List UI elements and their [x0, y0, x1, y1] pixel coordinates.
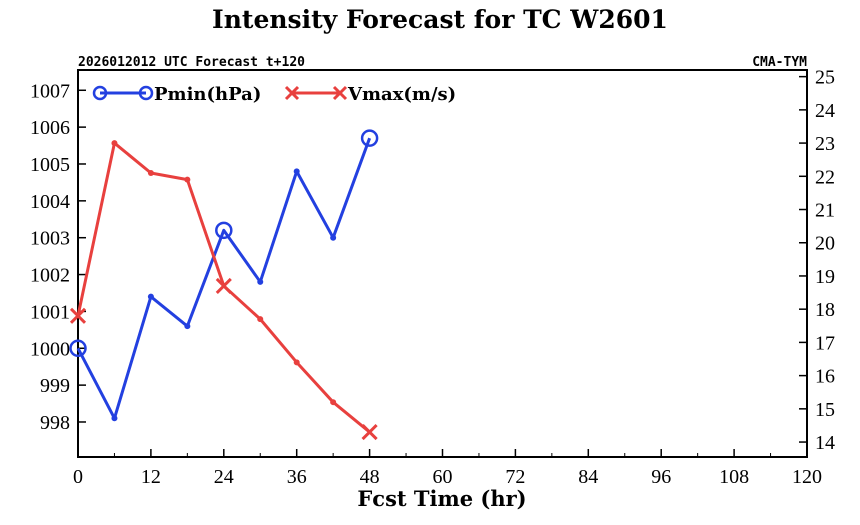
- vmax-point: [184, 176, 191, 183]
- right-y-axis: 14 15 16 17 18 19 20 21 22 23 24 25: [799, 67, 835, 454]
- x-tick-label: 60: [433, 466, 453, 488]
- left-tick-label: 998: [40, 412, 70, 434]
- pmin-marker: [69, 339, 87, 358]
- x-tick-label: 84: [578, 466, 598, 488]
- legend: Pmin(hPa) Vmax(m/s): [92, 84, 456, 105]
- pmin-point: [257, 278, 264, 285]
- x-tick-label: 0: [73, 466, 83, 488]
- left-tick-label: 999: [40, 375, 70, 397]
- right-tick-label: 23: [815, 133, 835, 155]
- vmax-point: [257, 316, 264, 323]
- vmax-point: [111, 140, 118, 147]
- x-axis-label: Fcst Time (hr): [357, 486, 526, 511]
- right-tick-label: 17: [815, 332, 835, 354]
- x-tick-label: 36: [287, 466, 307, 488]
- right-tick-label: 25: [815, 67, 835, 89]
- series-line-pmin: [76, 137, 372, 420]
- right-tick-label: 19: [815, 266, 835, 288]
- legend-pmin-label: Pmin(hPa): [154, 84, 261, 105]
- left-tick-label: 1000: [30, 338, 70, 360]
- right-tick-label: 24: [815, 100, 835, 122]
- legend-vmax-label: Vmax(m/s): [347, 84, 456, 105]
- chart-subtitle-left: 2026012012 UTC Forecast t+120: [78, 55, 305, 70]
- vmax-point: [147, 169, 154, 176]
- right-tick-label: 22: [815, 166, 835, 188]
- vmax-marker: [69, 307, 87, 324]
- legend-pmin-marker-right: [138, 85, 154, 101]
- pmin-marker: [360, 129, 379, 147]
- chart-subtitle-right: CMA-TYM: [752, 55, 807, 70]
- pmin-marker: [215, 221, 233, 240]
- right-tick-label: 20: [815, 233, 835, 255]
- pmin-point: [184, 323, 191, 330]
- right-tick-label: 14: [815, 432, 835, 454]
- x-tick-label: 12: [141, 466, 161, 488]
- pmin-point: [330, 234, 337, 241]
- left-tick-label: 1006: [30, 117, 70, 139]
- x-tick-label: 108: [719, 466, 749, 488]
- legend-vmax-marker-right: [332, 85, 348, 101]
- left-tick-label: 1001: [30, 301, 70, 323]
- x-tick-label: 120: [792, 466, 822, 488]
- x-tick-label: 72: [505, 466, 525, 488]
- left-tick-label: 1007: [30, 80, 70, 102]
- left-tick-label: 1005: [30, 154, 70, 176]
- x-axis: 0 12 24 36 48 60 72 84 96 108 120: [73, 449, 822, 488]
- pmin-point: [111, 415, 118, 422]
- left-y-axis: 998 999 1000 1001 1002 1003 1004 1005 1006 1007: [30, 80, 86, 434]
- legend-vmax-marker-left: [284, 85, 300, 101]
- vmax-marker: [361, 424, 378, 441]
- pmin-point: [293, 168, 300, 175]
- pmin-point: [147, 293, 154, 300]
- left-tick-label: 1002: [30, 265, 70, 287]
- series-layer: [69, 129, 379, 441]
- x-tick-label: 96: [651, 466, 671, 488]
- right-tick-label: 21: [815, 200, 835, 222]
- plot-frame: [77, 69, 808, 458]
- left-tick-label: 1003: [30, 228, 70, 250]
- legend-pmin-marker-left: [92, 85, 108, 101]
- x-tick-label: 24: [214, 466, 234, 488]
- chart-title: Intensity Forecast for TC W2601: [212, 5, 668, 34]
- vmax-marker: [215, 277, 232, 294]
- right-tick-label: 15: [815, 399, 835, 421]
- left-tick-label: 1004: [30, 191, 70, 213]
- vmax-point: [330, 399, 337, 406]
- vmax-point: [293, 359, 300, 366]
- right-tick-label: 18: [815, 299, 835, 321]
- x-tick-label: 48: [360, 466, 380, 488]
- right-tick-label: 16: [815, 366, 835, 388]
